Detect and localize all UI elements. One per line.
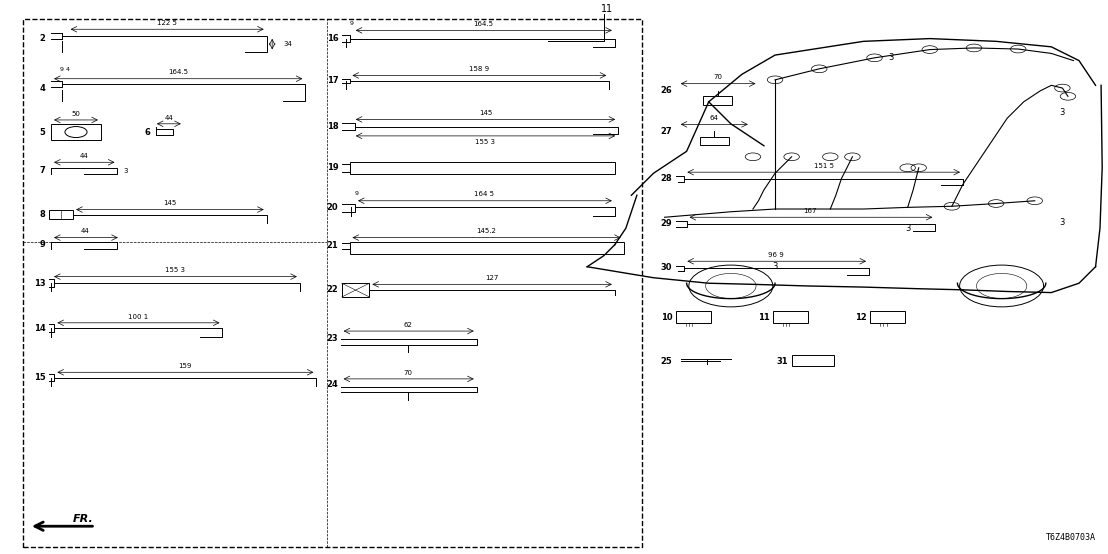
Text: 11: 11 (758, 313, 770, 322)
Text: 9: 9 (40, 240, 45, 249)
Bar (870, 311, 905, 323)
Bar (23, 19, 643, 547)
Text: 64: 64 (710, 115, 719, 121)
Text: 9: 9 (355, 191, 359, 196)
Text: 15: 15 (34, 373, 45, 382)
Text: 4: 4 (40, 84, 45, 93)
Text: 70: 70 (403, 370, 412, 376)
Bar (349, 242, 624, 254)
Text: 24: 24 (327, 381, 338, 389)
Bar (791, 355, 833, 366)
Bar (341, 283, 369, 297)
Text: 164 5: 164 5 (474, 192, 494, 197)
Bar (51, 124, 101, 140)
Bar (773, 311, 808, 323)
Text: 23: 23 (327, 334, 338, 343)
Text: 145: 145 (479, 110, 492, 116)
Text: 1: 1 (601, 4, 607, 14)
Text: 1: 1 (606, 4, 613, 14)
Text: 155 3: 155 3 (475, 139, 495, 145)
Text: 155 3: 155 3 (165, 268, 185, 273)
Text: 3: 3 (905, 224, 911, 233)
Text: 7: 7 (40, 166, 45, 175)
Bar (704, 96, 732, 105)
Text: 27: 27 (660, 127, 673, 136)
Bar (700, 137, 729, 145)
Text: 17: 17 (327, 76, 338, 85)
Text: 44: 44 (81, 228, 90, 234)
Text: 10: 10 (660, 313, 673, 322)
Text: 28: 28 (660, 175, 673, 183)
Text: 8: 8 (40, 210, 45, 219)
Text: 96 9: 96 9 (768, 252, 784, 258)
Text: T6Z4B0703A: T6Z4B0703A (1046, 532, 1096, 542)
Text: 31: 31 (777, 357, 788, 366)
Text: 164.5: 164.5 (473, 21, 493, 27)
Text: 3: 3 (123, 168, 127, 174)
Text: 29: 29 (660, 219, 673, 228)
Text: 158 9: 158 9 (469, 66, 489, 72)
Text: 167: 167 (803, 208, 818, 214)
Text: FR.: FR. (73, 514, 94, 524)
Text: 19: 19 (327, 163, 338, 172)
Text: 16: 16 (327, 34, 338, 43)
Text: 9 4: 9 4 (60, 66, 70, 71)
Text: 26: 26 (660, 86, 673, 95)
Text: 122 5: 122 5 (157, 20, 177, 26)
Text: 44: 44 (165, 115, 174, 121)
Text: 100 1: 100 1 (129, 314, 148, 320)
Text: 159: 159 (178, 363, 192, 369)
Text: 127: 127 (485, 275, 499, 281)
Text: 9: 9 (349, 22, 353, 27)
Text: 3: 3 (1059, 218, 1065, 227)
Text: 20: 20 (327, 203, 338, 212)
Text: 6: 6 (145, 127, 151, 136)
Text: 21: 21 (327, 242, 338, 250)
Bar (349, 162, 615, 175)
Bar (676, 311, 711, 323)
Text: 34: 34 (284, 41, 293, 47)
Text: 50: 50 (72, 111, 81, 117)
Text: 12: 12 (855, 313, 866, 322)
Text: 145: 145 (163, 200, 176, 206)
Bar (49, 210, 73, 219)
Text: 14: 14 (34, 324, 45, 333)
Text: 30: 30 (660, 263, 673, 273)
Text: 3: 3 (1059, 109, 1065, 117)
Text: 145.2: 145.2 (476, 228, 496, 234)
Text: 22: 22 (327, 285, 338, 294)
Text: 5: 5 (40, 127, 45, 136)
Text: 151 5: 151 5 (813, 163, 833, 169)
Text: 25: 25 (660, 357, 673, 366)
Text: 18: 18 (327, 122, 338, 131)
Text: 164.5: 164.5 (168, 69, 188, 75)
Text: 3: 3 (772, 262, 778, 271)
Text: 3: 3 (889, 53, 894, 63)
Text: 70: 70 (714, 74, 722, 80)
Text: 62: 62 (403, 322, 412, 328)
Text: 13: 13 (34, 279, 45, 288)
Text: 44: 44 (80, 153, 89, 159)
Text: 2: 2 (40, 34, 45, 43)
